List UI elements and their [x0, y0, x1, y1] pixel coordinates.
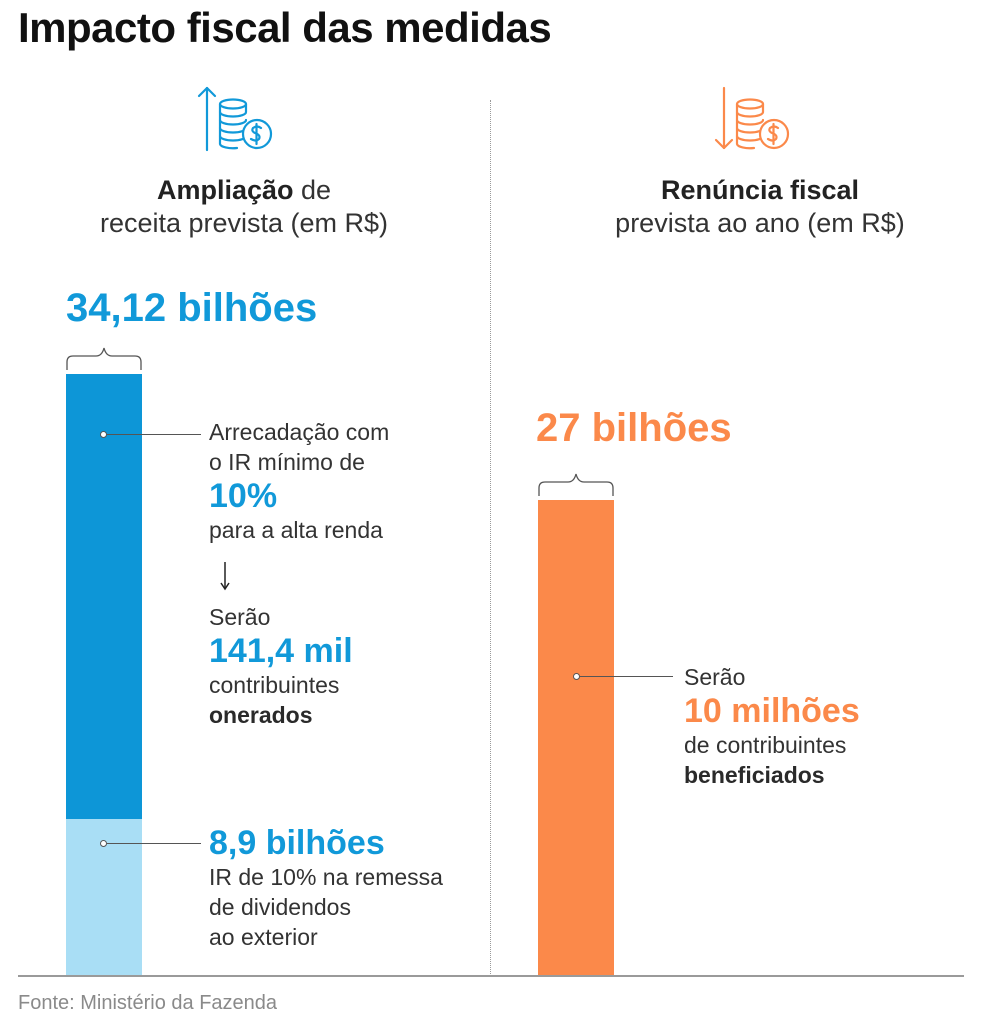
left-total-label: 34,12 bilhões [66, 286, 318, 330]
left-heading-line2: receita prevista (em R$) [99, 208, 389, 238]
annotation-line: ao exterior [209, 924, 318, 950]
annotation-bold: onerados [209, 702, 313, 728]
leader-dot [100, 840, 107, 847]
leader-line [107, 434, 201, 435]
leader-line [107, 843, 201, 844]
left-heading: Ampliação de receita prevista (em R$) [9, 174, 479, 240]
chart-baseline [18, 975, 964, 977]
annotation-highlight: 8,9 bilhões [209, 824, 385, 862]
left-segment2-annotation: 8,9 bilhões IR de 10% na remessa de divi… [209, 824, 443, 952]
left-total-brace [66, 334, 142, 374]
annotation-bold: beneficiados [684, 762, 825, 788]
leader-line [580, 676, 673, 677]
annotation-line: Serão [209, 604, 271, 630]
annotation-highlight: 10 milhões [684, 692, 860, 730]
left-segment1-annotation: Arrecadação com o IR mínimo de 10% para … [209, 417, 389, 545]
leader-dot [573, 673, 580, 680]
left-bar-segment-ir-minimo [66, 374, 142, 819]
right-annotation: Serão 10 milhões de contribuintes benefi… [684, 662, 860, 790]
right-heading: Renúncia fiscal prevista ao ano (em R$) [525, 174, 984, 240]
annotation-line: o IR mínimo de [209, 449, 365, 475]
right-total-brace [538, 460, 614, 500]
annotation-line: de contribuintes [684, 732, 847, 758]
right-heading-bold: Renúncia fiscal [660, 175, 860, 205]
annotation-line: Arrecadação com [209, 419, 390, 445]
annotation-line: para a alta renda [209, 517, 383, 543]
right-bar-segment-renuncia [538, 499, 614, 976]
leader-dot [100, 431, 107, 438]
annotation-line: IR de 10% na remessa [209, 864, 443, 890]
right-bar-container [538, 374, 614, 976]
source-note: Fonte: Ministério da Fazenda [18, 992, 278, 1014]
right-heading-line2: prevista ao ano (em R$) [615, 208, 905, 238]
coins-down-arrow-icon [712, 84, 796, 156]
left-segment1-sub-annotation: Serão 141,4 mil contribuintes onerados [209, 602, 353, 730]
left-heading-bold: Ampliação [156, 175, 294, 205]
annotation-highlight: 141,4 mil [209, 632, 353, 670]
page-title: Impacto fiscal das medidas [18, 4, 552, 51]
left-stacked-bar [66, 374, 142, 976]
annotation-line: contribuintes [209, 672, 340, 698]
right-total-label: 27 bilhões [536, 406, 732, 450]
annotation-line: de dividendos [209, 894, 351, 920]
coins-up-arrow-icon [195, 84, 279, 156]
column-divider [490, 100, 491, 976]
annotation-line: Serão [684, 664, 746, 690]
arrow-down-icon [218, 560, 232, 597]
annotation-highlight: 10% [209, 477, 278, 515]
left-heading-rest: de [293, 175, 332, 205]
